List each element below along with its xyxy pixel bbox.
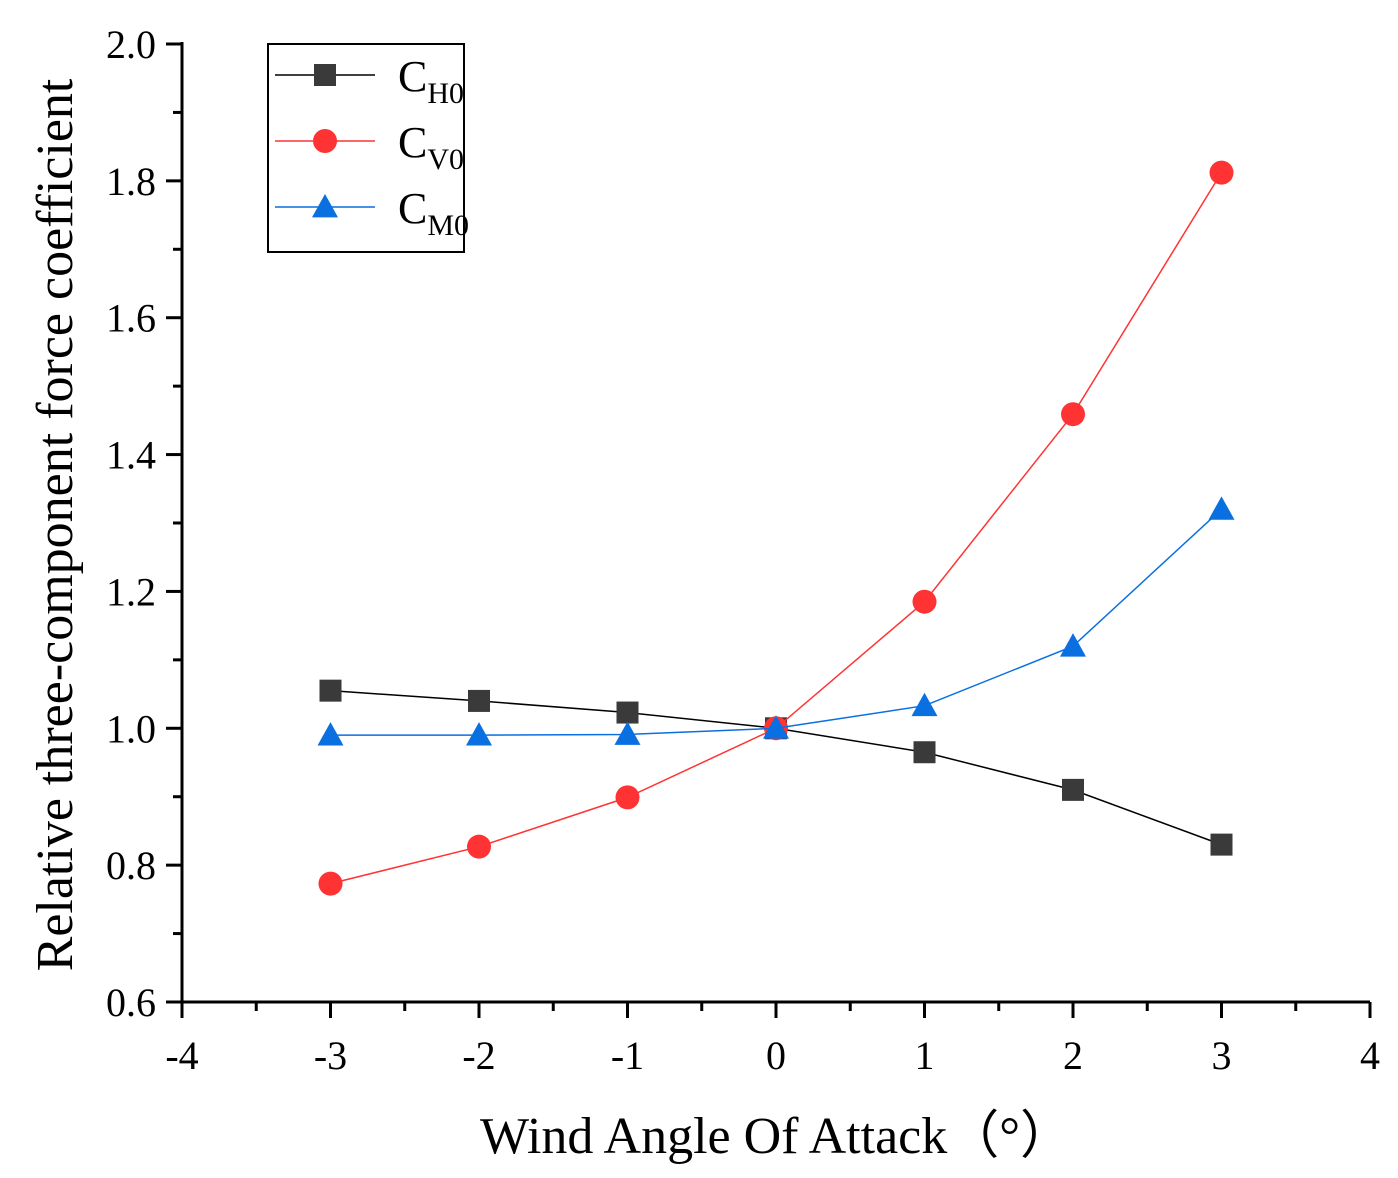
y-tick-label: 1.2 (106, 569, 156, 614)
data-point-h0 (468, 689, 490, 712)
series-line-h0 (330, 689, 1222, 846)
series-v0 (318, 160, 1234, 896)
legend-marker-v0 (313, 129, 337, 153)
data-point-m0 (1208, 496, 1235, 520)
data-point-v0 (1209, 160, 1234, 185)
x-tick-label: 2 (1063, 1033, 1083, 1078)
series-m0 (317, 496, 1235, 746)
data-point-h0 (616, 701, 639, 724)
data-point-m0 (1060, 633, 1086, 657)
data-point-v0 (467, 834, 491, 859)
y-tick-label: 1.0 (106, 706, 156, 751)
data-point-m0 (763, 715, 789, 739)
y-tick-label: 0.8 (106, 843, 156, 888)
x-tick-label: -1 (611, 1033, 644, 1078)
legend-marker-m0 (312, 194, 338, 218)
series-line-m0 (330, 508, 1223, 736)
data-point-h0 (913, 741, 936, 764)
x-axis-title: Wind Angle Of Attack（°） (480, 1108, 1072, 1165)
data-point-h0 (1062, 778, 1084, 801)
legend-box (267, 43, 465, 253)
series-line-v0 (330, 172, 1223, 885)
x-tick-label: -3 (314, 1033, 347, 1078)
axes: -4 -3 -2 -1 0 1 2 3 4 0.6 0.8 1.0 1.2 1.4 1.6 1.8 2.0 (106, 22, 1380, 1078)
data-point-h0 (1210, 833, 1233, 856)
data-point-m0 (466, 722, 492, 746)
y-tick-label: 0.6 (106, 980, 156, 1025)
data-point-v0 (615, 785, 640, 810)
x-tick-label: -2 (462, 1033, 495, 1078)
data-point-m0 (911, 692, 938, 717)
data-point-m0 (614, 721, 641, 745)
x-tick-label: 0 (766, 1033, 786, 1078)
x-tick-label: 1 (915, 1033, 935, 1078)
y-tick-label: 1.4 (106, 433, 156, 478)
x-tick-label: 4 (1360, 1033, 1380, 1078)
x-tick-label: -4 (165, 1033, 198, 1078)
data-point-m0 (317, 722, 344, 746)
y-tick-label: 1.6 (106, 296, 156, 341)
data-point-h0 (319, 679, 342, 702)
data-point-v0 (318, 871, 343, 896)
data-point-v0 (1061, 402, 1085, 427)
data-point-v0 (912, 589, 937, 614)
legend-marker-h0 (314, 64, 336, 86)
y-axis-title: Relative three-component force coefficie… (27, 78, 84, 971)
series-h0 (319, 679, 1233, 856)
y-tick-label: 1.8 (106, 159, 156, 204)
y-tick-label: 2.0 (106, 22, 156, 67)
series-layer (317, 160, 1235, 896)
x-tick-label: 3 (1212, 1033, 1232, 1078)
